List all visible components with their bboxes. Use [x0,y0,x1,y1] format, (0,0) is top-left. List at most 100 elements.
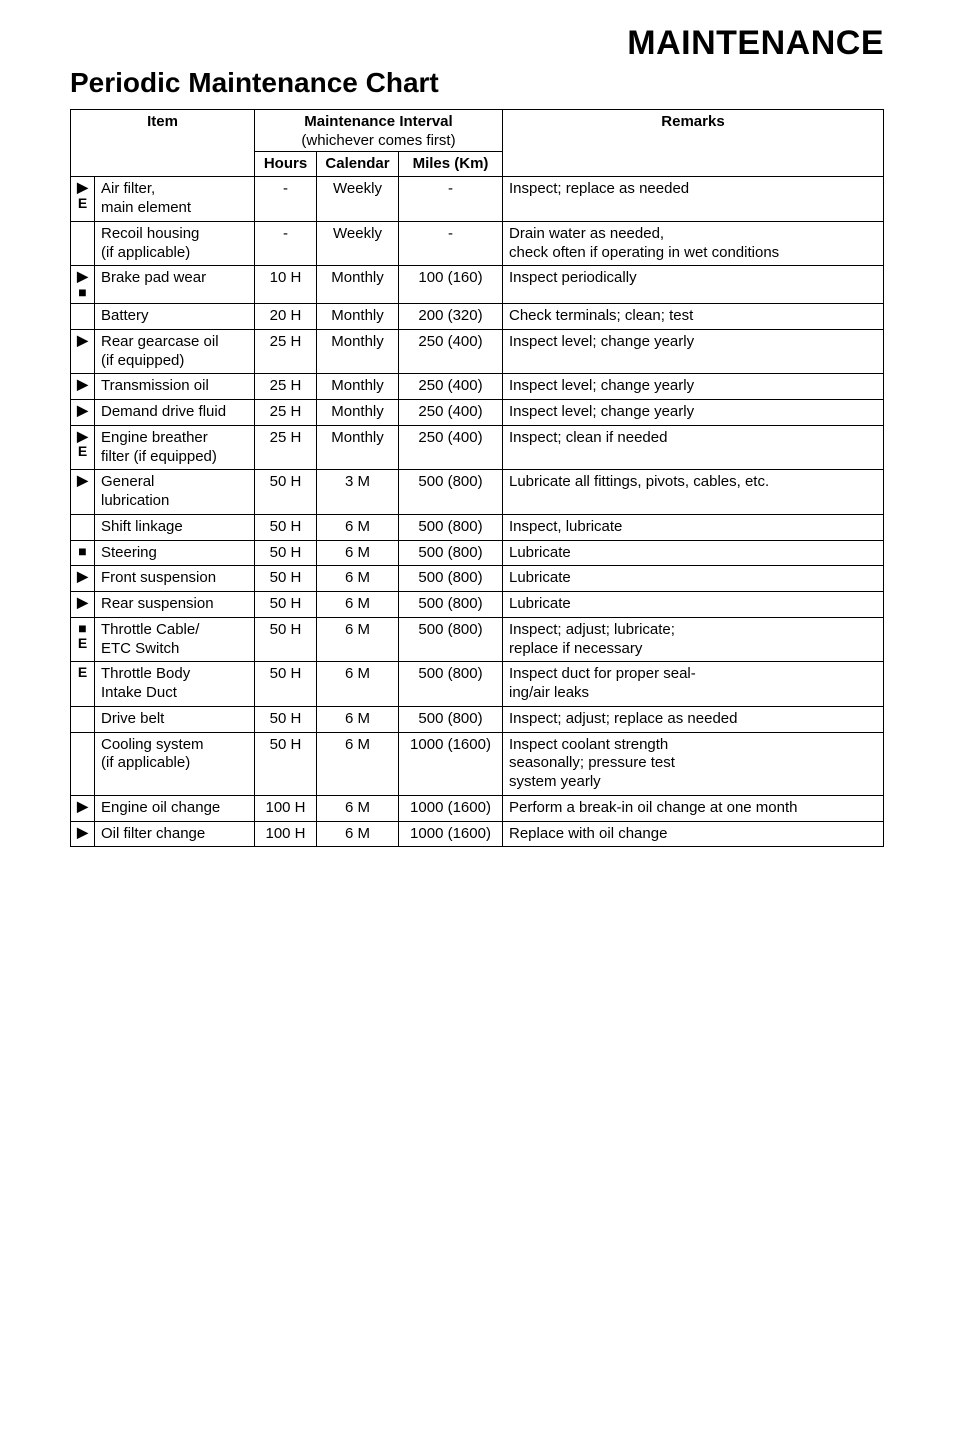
table-row: Recoil housing (if applicable)-Weekly-Dr… [71,221,884,266]
hours-cell: 50 H [255,470,317,515]
table-row: ▶Rear gearcase oil (if equipped)25 HMont… [71,329,884,374]
calendar-cell: 6 M [317,821,399,847]
hours-cell: 50 H [255,662,317,707]
symbol-cell: ▶E [71,177,95,222]
miles-cell: 500 (800) [399,566,503,592]
calendar-cell: 6 M [317,617,399,662]
hours-cell: 10 H [255,266,317,304]
table-row: ▶Engine oil change100 H6 M1000 (1600)Per… [71,795,884,821]
calendar-cell: 3 M [317,470,399,515]
miles-cell: 250 (400) [399,400,503,426]
miles-cell: 500 (800) [399,662,503,707]
calendar-cell: Weekly [317,177,399,222]
hours-cell: 50 H [255,566,317,592]
miles-cell: 500 (800) [399,617,503,662]
item-cell: General lubrication [95,470,255,515]
miles-cell: 500 (800) [399,470,503,515]
remarks-cell: Inspect periodically [503,266,884,304]
calendar-cell: Monthly [317,400,399,426]
remarks-cell: Check terminals; clean; test [503,304,884,330]
table-row: Cooling system (if applicable)50 H6 M100… [71,732,884,795]
miles-cell: 500 (800) [399,592,503,618]
table-row: ▶Front suspension50 H6 M500 (800)Lubrica… [71,566,884,592]
calendar-cell: 6 M [317,662,399,707]
remarks-cell: Inspect; adjust; lubricate; replace if n… [503,617,884,662]
table-row: ▶■Brake pad wear10 HMonthly100 (160)Insp… [71,266,884,304]
table-row: ■EThrottle Cable/ ETC Switch50 H6 M500 (… [71,617,884,662]
symbol-cell: ▶ [71,592,95,618]
table-row: ▶General lubrication50 H3 M500 (800)Lubr… [71,470,884,515]
item-cell: Air filter, main element [95,177,255,222]
symbol-cell: ▶ [71,821,95,847]
remarks-cell: Lubricate all fittings, pivots, cables, … [503,470,884,515]
symbol-icon: E [73,665,92,680]
symbol-icon: ▶ [73,595,92,610]
symbol-icon: ▶ [73,429,92,444]
remarks-cell: Inspect, lubricate [503,514,884,540]
section-title: Periodic Maintenance Chart [70,67,884,99]
remarks-cell: Replace with oil change [503,821,884,847]
remarks-cell: Lubricate [503,566,884,592]
symbol-cell [71,514,95,540]
symbol-cell [71,732,95,795]
remarks-cell: Inspect level; change yearly [503,329,884,374]
calendar-cell: 6 M [317,795,399,821]
item-cell: Engine breather filter (if equipped) [95,425,255,470]
calendar-cell: 6 M [317,592,399,618]
hours-cell: 50 H [255,732,317,795]
hours-cell: - [255,177,317,222]
remarks-cell: Perform a break-in oil change at one mon… [503,795,884,821]
table-row: Battery20 HMonthly200 (320)Check termina… [71,304,884,330]
miles-cell: 1000 (1600) [399,795,503,821]
table-row: ▶EEngine breather filter (if equipped)25… [71,425,884,470]
item-cell: Drive belt [95,706,255,732]
item-cell: Recoil housing (if applicable) [95,221,255,266]
symbol-icon: ▶ [73,180,92,195]
hours-cell: 25 H [255,329,317,374]
maintenance-table: Item Maintenance Interval (whichever com… [70,109,884,847]
symbol-cell: ▶ [71,374,95,400]
remarks-cell: Inspect level; change yearly [503,400,884,426]
calendar-cell: Monthly [317,374,399,400]
symbol-cell: ■E [71,617,95,662]
item-cell: Steering [95,540,255,566]
header-interval-text: Maintenance Interval [304,113,452,130]
hours-cell: 25 H [255,425,317,470]
symbol-icon: ■ [73,544,92,559]
item-cell: Shift linkage [95,514,255,540]
hours-cell: 25 H [255,374,317,400]
table-row: ▶Transmission oil25 HMonthly250 (400)Ins… [71,374,884,400]
symbol-cell: E [71,662,95,707]
item-cell: Transmission oil [95,374,255,400]
item-cell: Battery [95,304,255,330]
remarks-cell: Inspect; replace as needed [503,177,884,222]
table-row: EThrottle Body Intake Duct50 H6 M500 (80… [71,662,884,707]
header-miles: Miles (Km) [399,151,503,177]
hours-cell: - [255,221,317,266]
calendar-cell: 6 M [317,706,399,732]
calendar-cell: 6 M [317,566,399,592]
table-row: ▶Demand drive fluid25 HMonthly250 (400)I… [71,400,884,426]
calendar-cell: Monthly [317,329,399,374]
header-calendar: Calendar [317,151,399,177]
symbol-icon: E [73,196,92,211]
miles-cell: 250 (400) [399,329,503,374]
symbol-cell: ▶ [71,566,95,592]
symbol-cell: ■ [71,540,95,566]
table-row: ▶Oil filter change100 H6 M1000 (1600)Rep… [71,821,884,847]
symbol-cell: ▶ [71,400,95,426]
calendar-cell: Monthly [317,304,399,330]
symbol-cell: ▶ [71,329,95,374]
calendar-cell: Monthly [317,425,399,470]
page-title: MAINTENANCE [70,24,884,63]
header-hours: Hours [255,151,317,177]
symbol-cell [71,221,95,266]
symbol-icon: ▶ [73,403,92,418]
header-interval-sub: (whichever comes first) [301,132,455,149]
item-cell: Demand drive fluid [95,400,255,426]
hours-cell: 100 H [255,795,317,821]
miles-cell: 250 (400) [399,374,503,400]
symbol-icon: ▶ [73,473,92,488]
symbol-icon: ▶ [73,333,92,348]
table-row: ■Steering50 H6 M500 (800)Lubricate [71,540,884,566]
